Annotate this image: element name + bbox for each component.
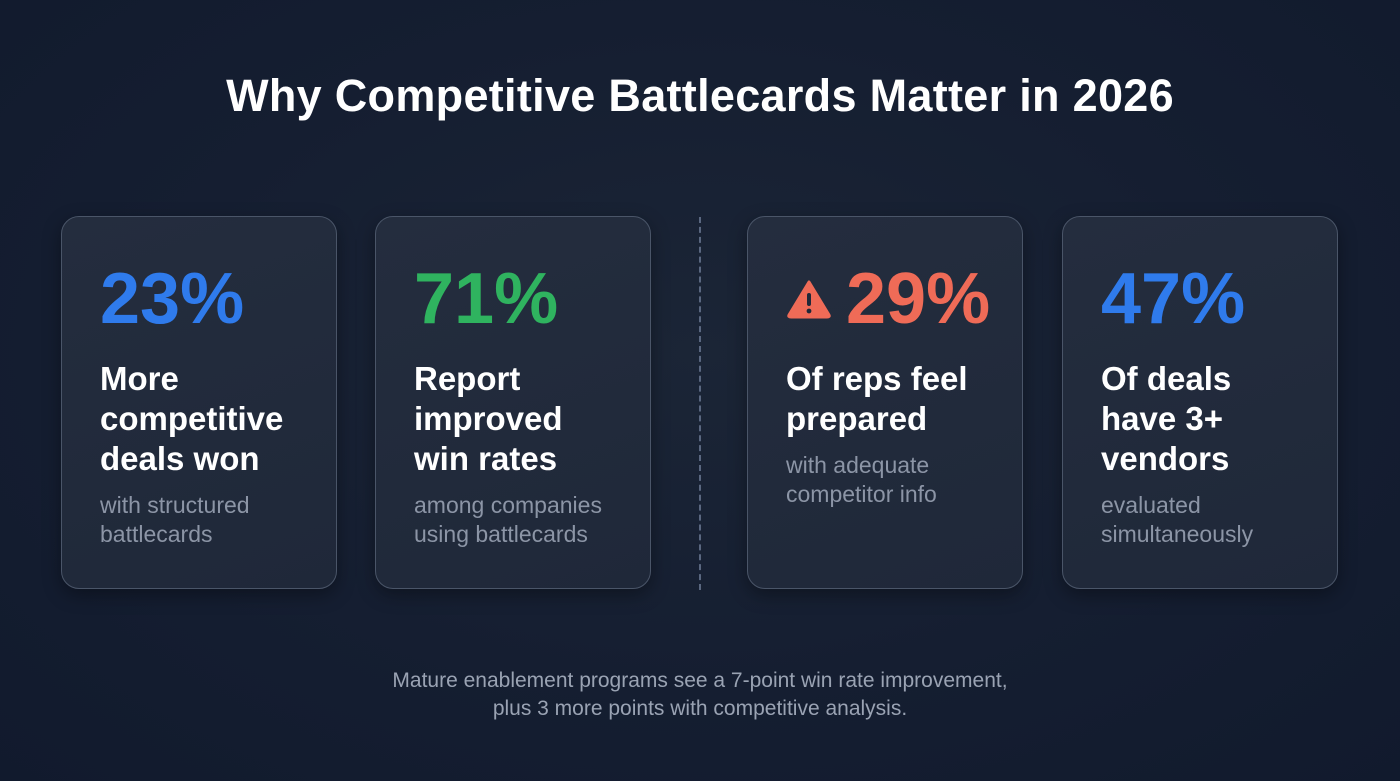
subtext-line: with structured xyxy=(100,492,250,518)
headline-line: vendors xyxy=(1101,440,1230,477)
stat-value-row: 29% xyxy=(786,259,990,339)
headline-line: More xyxy=(100,360,179,397)
stat-card-win-rates: 71% Report improved win rates among comp… xyxy=(375,216,651,589)
stat-card-reps-prepared: 29% Of reps feel prepared with adequate … xyxy=(747,216,1023,589)
headline-line: Of reps feel xyxy=(786,360,968,397)
headline-line: have 3+ xyxy=(1101,400,1224,437)
stat-value: 29% xyxy=(846,259,991,339)
stat-headline: Report improved win rates xyxy=(414,359,630,479)
headline-line: Report xyxy=(414,360,521,397)
headline-line: competitive xyxy=(100,400,284,437)
subtext-line: competitor info xyxy=(786,481,937,507)
stat-headline: Of deals have 3+ vendors xyxy=(1101,359,1317,479)
warning-triangle-icon xyxy=(787,280,831,319)
footer-line: plus 3 more points with competitive anal… xyxy=(492,697,908,720)
stat-headline: Of reps feel prepared xyxy=(786,359,1002,439)
headline-line: deals won xyxy=(100,440,260,477)
footer-note: Mature enablement programs see a 7-point… xyxy=(0,667,1400,723)
headline-line: Of deals xyxy=(1101,360,1232,397)
stat-subtext: evaluated simultaneously xyxy=(1101,491,1317,549)
stat-value: 23% xyxy=(100,259,245,339)
headline-line: improved xyxy=(414,400,563,437)
stat-card-vendors: 47% Of deals have 3+ vendors evaluated s… xyxy=(1062,216,1338,589)
subtext-line: among companies xyxy=(414,492,602,518)
headline-line: prepared xyxy=(786,400,928,437)
subtext-line: evaluated xyxy=(1101,492,1201,518)
subtext-line: using battlecards xyxy=(414,521,588,547)
headline-line: win rates xyxy=(414,440,558,477)
subtext-line: battlecards xyxy=(100,521,213,547)
footer-line: Mature enablement programs see a 7-point… xyxy=(392,669,1008,692)
stat-value: 47% xyxy=(1101,259,1246,339)
page-title: Why Competitive Battlecards Matter in 20… xyxy=(226,70,1174,121)
stat-card-deals-won: 23% More competitive deals won with stru… xyxy=(61,216,337,589)
stat-subtext: with structured battlecards xyxy=(100,491,316,549)
subtext-line: with adequate xyxy=(786,452,930,478)
stat-subtext: among companies using battlecards xyxy=(414,491,630,549)
stat-value: 71% xyxy=(414,259,559,339)
stat-subtext: with adequate competitor info xyxy=(786,451,1002,509)
subtext-line: simultaneously xyxy=(1101,521,1254,547)
section-divider xyxy=(699,217,701,590)
stat-headline: More competitive deals won xyxy=(100,359,316,479)
